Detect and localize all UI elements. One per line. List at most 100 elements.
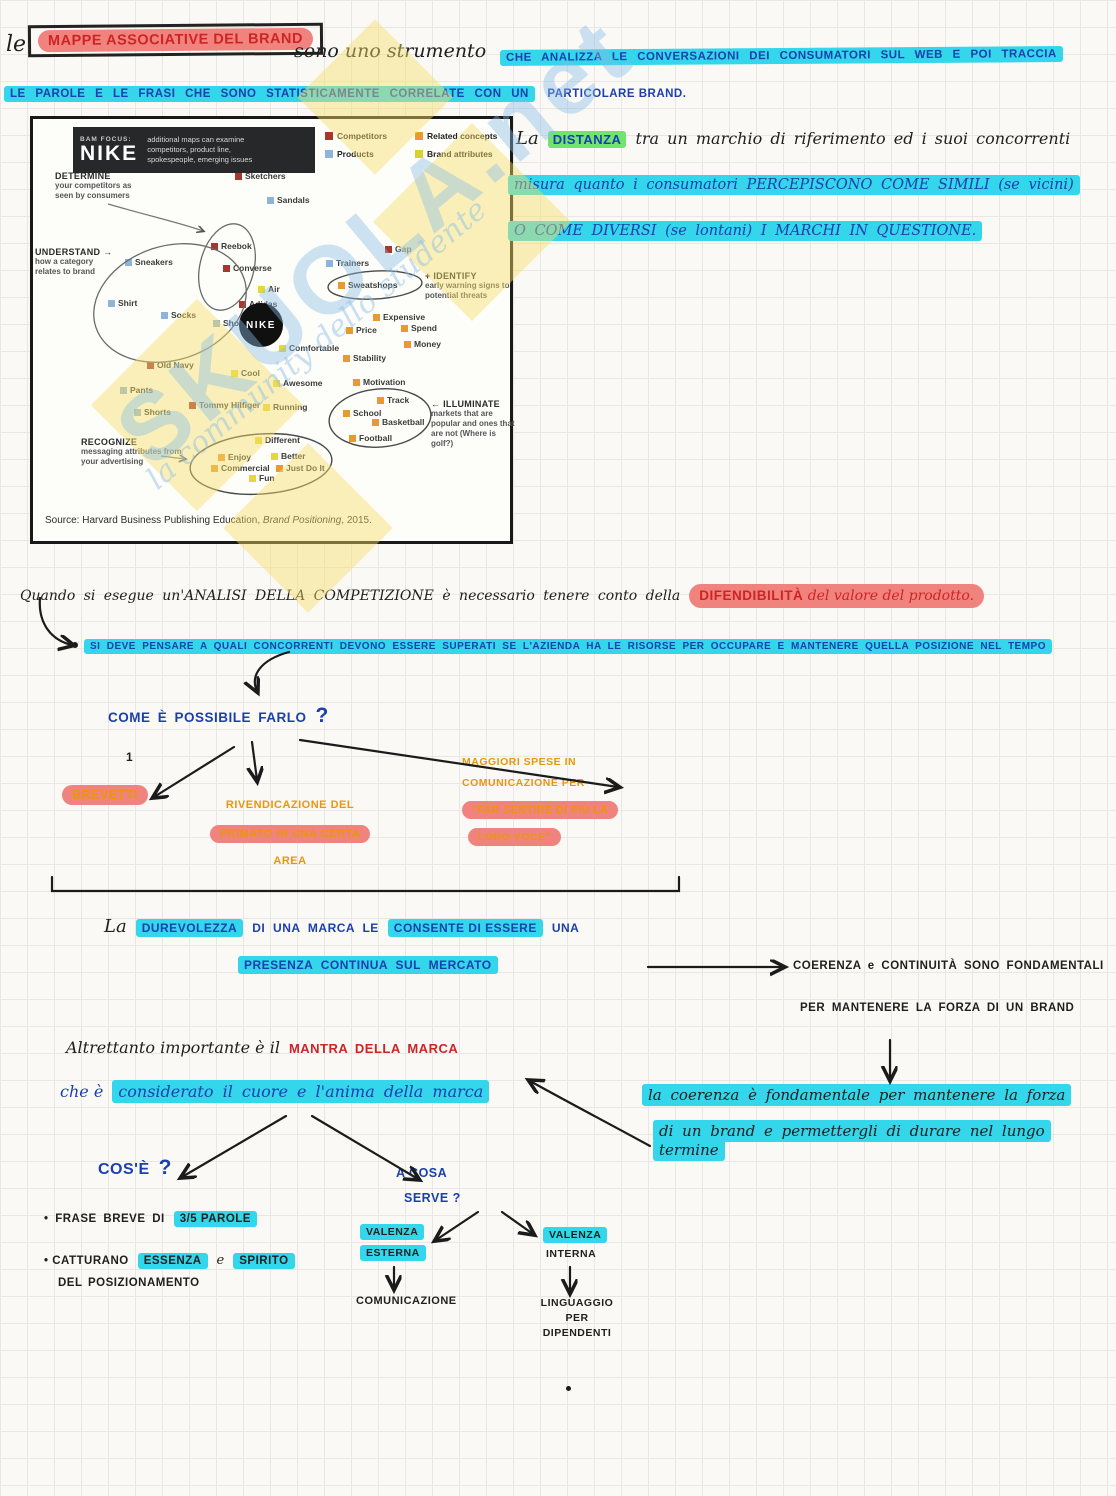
bullet-catturano: • CATTURANO ESSENZA e SPIRITO — [44, 1253, 295, 1269]
map-item-swatch — [189, 401, 196, 409]
how-question: COME È POSSIBILE FARLO ? — [108, 704, 329, 727]
defensibility-pill: DIFENDIBILITÀ del valore del prodotto. — [689, 584, 984, 608]
valenza-interna-line-2: INTERNA — [546, 1248, 597, 1260]
legend-label: Competitors — [337, 131, 388, 141]
map-item-label: Shirt — [118, 298, 138, 308]
map-item-label: Converse — [233, 263, 272, 273]
map-item-swatch — [343, 409, 350, 417]
distance-line-2: misura quanto i consumatori PERCEPISCONO… — [508, 175, 1080, 195]
map-header-brand-block: BAM FOCUS: NIKE — [80, 136, 138, 164]
map-item-swatch — [263, 403, 270, 411]
map-item-swatch — [211, 464, 218, 472]
map-item-label: Cool — [241, 368, 260, 378]
valenza-esterna-line-1: VALENZA — [360, 1222, 425, 1240]
map-item-swatch — [223, 264, 230, 272]
map-item-swatch — [255, 436, 262, 444]
map-item-label: Different — [265, 435, 300, 445]
map-item: Converse — [223, 263, 272, 273]
map-item-swatch — [161, 311, 168, 319]
defensibility-detail: SI DEVE PENSARE A QUALI CONCORRENTI DEVO… — [72, 636, 1053, 654]
map-item-label: Sneakers — [135, 257, 173, 267]
coherence-line-2: PER MANTENERE LA FORZA DI UN BRAND — [800, 1002, 1075, 1014]
map-item: Stability — [343, 353, 386, 363]
what-is-it-question: COS'È ? — [98, 1156, 172, 1179]
what-for-question-line-2: SERVE ? — [404, 1191, 461, 1205]
defensibility-line: Quando si esegue un'ANALISI DELLA COMPET… — [20, 584, 984, 608]
legend-label: Brand attributes — [427, 149, 493, 159]
map-item-label: Football — [359, 433, 393, 443]
linguaggio-label: LINGUAGGIO PER DIPENDENTI — [540, 1297, 614, 1339]
map-item-label: Shorts — [144, 407, 171, 417]
map-item-swatch — [235, 172, 242, 180]
map-source-credit: Source: Harvard Business Publishing Educ… — [45, 515, 372, 526]
map-item-label: Better — [281, 451, 306, 461]
map-item: Sneakers — [125, 257, 173, 267]
map-item-swatch — [273, 379, 280, 387]
map-item-swatch — [267, 196, 274, 204]
map-item: Sketchers — [235, 171, 286, 181]
bullet-catturano-line-2: DEL POSIZIONAMENTO — [58, 1277, 200, 1289]
map-item-swatch — [377, 396, 384, 404]
map-item: Just Do It — [276, 463, 325, 473]
map-item-label: Enjoy — [228, 452, 252, 462]
map-item: Football — [349, 433, 392, 443]
map-item: Sandals — [267, 195, 310, 205]
legend-swatch — [325, 150, 333, 158]
coherence-line-1: COERENZA e CONTINUITÀ SONO FONDAMENTALI — [793, 960, 1104, 972]
lead-word: le — [6, 32, 27, 57]
map-item-label: Fun — [259, 473, 275, 483]
map-item-label: Air — [268, 284, 280, 294]
valenza-esterna-line-2: ESTERNA — [360, 1243, 426, 1261]
legend-swatch — [325, 132, 333, 140]
durability-line-2: PRESENZA CONTINUA SUL MERCATO — [238, 956, 498, 974]
map-item-swatch — [231, 369, 238, 377]
map-item: Basketball — [372, 417, 425, 427]
map-item-label: Just Do It — [286, 463, 325, 473]
option-brevetti: BREVETTI — [62, 785, 148, 805]
option-spese-comunicazione: MAGGIORI SPESE IN COMUNICAZIONE PER "FAR… — [462, 752, 662, 848]
map-item: Cool — [231, 368, 260, 378]
map-item-label: Running — [273, 402, 308, 412]
legend-item: Brand attributes — [415, 149, 519, 159]
map-item: Old Navy — [147, 360, 194, 370]
map-item-swatch — [276, 464, 283, 472]
highlighted-line-2: LE PAROLE E LE FRASI CHE SONO STATISTICA… — [4, 84, 686, 102]
what-for-question-line-1: A COSA — [396, 1166, 448, 1180]
coherence-side-line-2: di un brand e permettergli di durare nel… — [653, 1120, 1116, 1161]
map-item-swatch — [343, 354, 350, 362]
durability-line-1: La DUREVOLEZZA DI UNA MARCA LE CONSENTE … — [104, 916, 580, 937]
map-header: BAM FOCUS: NIKE additional maps can exam… — [73, 127, 315, 173]
comunicazione-label: COMUNICAZIONE — [356, 1295, 457, 1307]
map-item-label: Old Navy — [157, 360, 194, 370]
page-title: MAPPE ASSOCIATIVE DEL BRAND — [37, 27, 314, 53]
annotation-understand: UNDERSTAND → how a category relates to b… — [35, 247, 113, 276]
legend-item: Competitors — [325, 131, 411, 141]
map-item-swatch — [271, 452, 278, 460]
legend-label: Products — [337, 149, 374, 159]
map-item: Spend — [401, 323, 437, 333]
map-item-label: Tommy Hilfiger — [199, 400, 261, 410]
nike-center-node: NIKE — [239, 303, 283, 347]
map-item-swatch — [338, 281, 345, 289]
map-item-swatch — [249, 474, 256, 482]
map-item: Commercial — [211, 463, 270, 473]
map-item: Shorts — [134, 407, 171, 417]
question-mark: ? — [315, 704, 329, 727]
map-item-swatch — [404, 340, 411, 348]
map-item-label: Price — [356, 325, 377, 335]
map-item-label: Basketball — [382, 417, 425, 427]
map-item-label: Spend — [411, 323, 437, 333]
map-header-description: additional maps can examine competitors,… — [147, 135, 253, 164]
annotation-determine: DETERMINE your competitors as seen by co… — [55, 171, 132, 200]
map-item-swatch — [373, 313, 380, 321]
map-item-label: Sketchers — [245, 171, 286, 181]
map-item-swatch — [372, 418, 379, 426]
map-item: Sweatshops — [338, 280, 398, 290]
map-item-swatch — [385, 245, 392, 253]
map-item-label: Trainers — [336, 258, 370, 268]
map-item-swatch — [218, 453, 225, 461]
title-continuation: sono uno strumento — [294, 40, 487, 62]
map-item-swatch — [211, 242, 218, 250]
map-item-label: Money — [414, 339, 441, 349]
